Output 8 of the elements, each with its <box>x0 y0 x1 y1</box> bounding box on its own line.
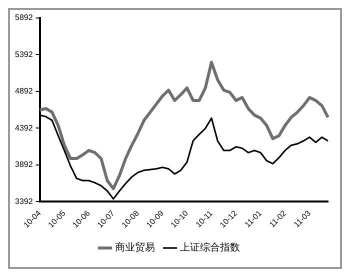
y-tick-label: 3892 <box>15 160 34 170</box>
y-tick-label: 5392 <box>15 50 34 59</box>
y-tick-label: 4892 <box>15 86 34 96</box>
y-tick-label: 5892 <box>15 13 34 22</box>
legend-label: 商业贸易 <box>115 242 155 254</box>
legend-label: 上证综合指数 <box>180 242 240 254</box>
y-tick-label: 3392 <box>15 196 34 206</box>
y-tick-label: 4392 <box>15 123 34 132</box>
